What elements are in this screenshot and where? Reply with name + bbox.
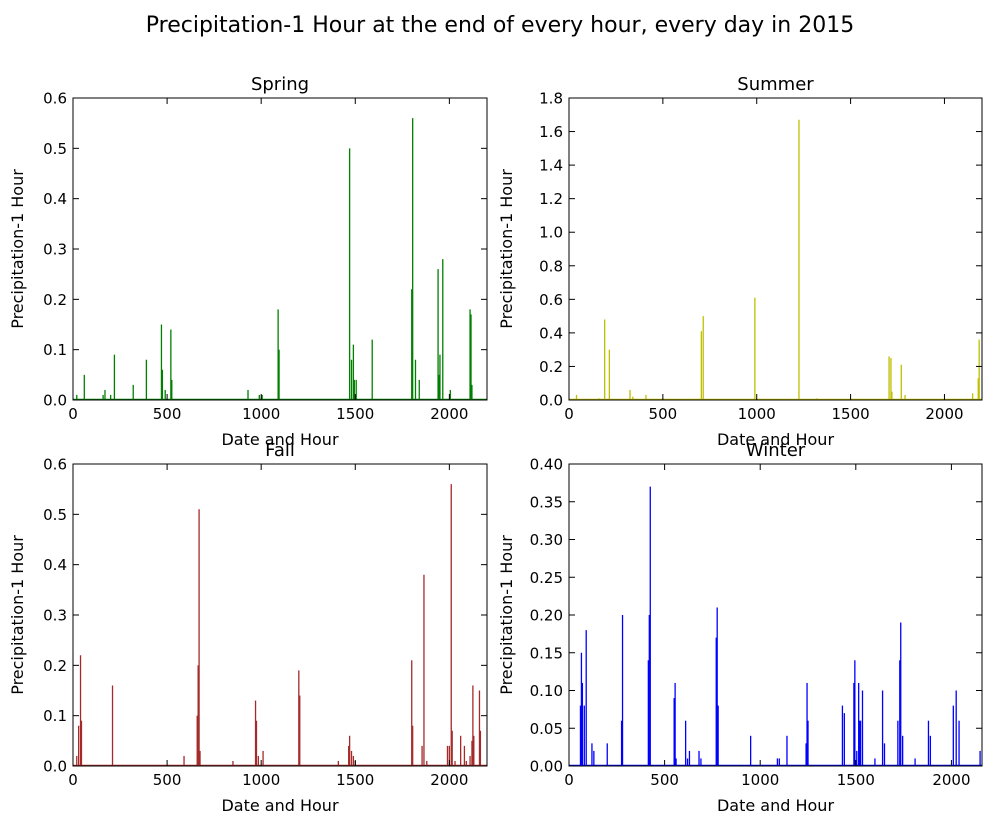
winter-y-tick-label: 0.00 [530,758,563,776]
fall-axes-frame [72,463,488,767]
fall-x-axis-label: Date and Hour [221,796,338,815]
fall-x-tick-label: 500 [153,771,182,789]
summer-x-axis-label: Date and Hour [717,430,834,449]
spring-subplot: 0 500 1000 1500 2000 0.0 0.1 0.2 0.3 0.4 0.5 0.6 Spr… [8,74,488,449]
spring-x-tick-label: 2000 [430,405,468,423]
spring-x-tick-label: 500 [153,405,182,423]
winter-y-axis-label: Precipitation-1 Hour [497,535,516,695]
winter-axes-frame [568,463,983,767]
summer-x-tick-label: 1500 [831,405,869,423]
fall-y-tick-label: 0.3 [43,607,67,625]
winter-y-tick-label: 0.25 [530,569,563,587]
fall-x-tick-label: 1500 [336,771,374,789]
summer-axes-frame [568,97,983,401]
fall-y-tick-label: 0.4 [43,556,67,574]
winter-y-tick-label: 0.10 [530,682,563,700]
spring-y-tick-label: 0.0 [43,392,67,410]
fall-y-tick-label: 0.5 [43,506,67,524]
fall-y-axis-label: Precipitation-1 Hour [8,535,27,695]
summer-y-tick-label: 0.4 [539,324,563,342]
spring-y-axis-label: Precipitation-1 Hour [8,169,27,329]
summer-y-axis-label: Precipitation-1 Hour [497,169,516,329]
spring-x-axis-label: Date and Hour [221,430,338,449]
fall-y-tick-label: 0.6 [43,456,67,474]
winter-subplot: 0 500 1000 1500 2000 0.00 0.05 0.10 0.15 0.20 0.25… [497,440,983,815]
winter-x-tick-label: 500 [650,771,679,789]
summer-y-tick-label: 0.0 [539,392,563,410]
spring-y-tick-label: 0.6 [43,90,67,108]
fall-x-tick-label: 2000 [430,771,468,789]
fall-subplot: 0 500 1000 1500 2000 0.0 0.1 0.2 0.3 0.4 0.5 0.6 Fal… [8,440,488,815]
summer-y-tick-label: 0.2 [539,358,563,376]
spring-x-tick-label: 1000 [242,405,280,423]
summer-y-tick-label: 1.8 [539,90,563,108]
spring-axes-frame [72,97,488,401]
winter-x-tick-label: 1000 [741,771,779,789]
fall-y-tick-label: 0.2 [43,657,67,675]
summer-subplot: 0 500 1000 1500 2000 0.0 0.2 0.4 0.6 0.8 1.0 1.2 1.4… [497,74,983,449]
winter-x-tick-label: 1500 [837,771,875,789]
winter-x-axis-label: Date and Hour [717,796,834,815]
winter-y-tick-label: 0.35 [530,493,563,511]
spring-y-tick-label: 0.3 [43,241,67,259]
spring-x-tick-label: 0 [68,405,78,423]
fall-subplot-title: Fall [265,440,295,461]
winter-x-tick-label: 0 [564,771,574,789]
winter-y-tick-label: 0.15 [530,644,563,662]
summer-x-tick-label: 2000 [925,405,963,423]
winter-y-tick-label: 0.40 [530,456,563,474]
spring-y-tick-label: 0.2 [43,291,67,309]
summer-y-tick-label: 1.6 [539,123,563,141]
winter-y-tick-label: 0.30 [530,531,563,549]
summer-x-tick-label: 500 [649,405,678,423]
spring-y-tick-label: 0.5 [43,140,67,158]
summer-x-tick-label: 0 [564,405,574,423]
summer-y-tick-label: 0.6 [539,291,563,309]
summer-y-tick-label: 0.8 [539,257,563,275]
figure-title: Precipitation-1 Hour at the end of every… [145,13,855,38]
summer-x-tick-label: 1000 [738,405,776,423]
fall-y-tick-label: 0.0 [43,758,67,776]
fall-x-tick-label: 1000 [242,771,280,789]
spring-x-tick-label: 1500 [336,405,374,423]
spring-subplot-title: Spring [251,74,309,95]
summer-y-tick-label: 1.2 [539,190,563,208]
summer-y-tick-label: 1.4 [539,157,563,175]
fall-x-tick-label: 0 [68,771,78,789]
winter-subplot-title: Winter [746,440,806,461]
winter-x-tick-label: 2000 [932,771,970,789]
spring-y-tick-label: 0.4 [43,190,67,208]
winter-y-tick-label: 0.05 [530,720,563,738]
summer-y-tick-label: 1.0 [539,224,563,242]
winter-y-tick-label: 0.20 [530,607,563,625]
fall-y-tick-label: 0.1 [43,707,67,725]
summer-subplot-title: Summer [737,74,814,95]
spring-y-tick-label: 0.1 [43,341,67,359]
